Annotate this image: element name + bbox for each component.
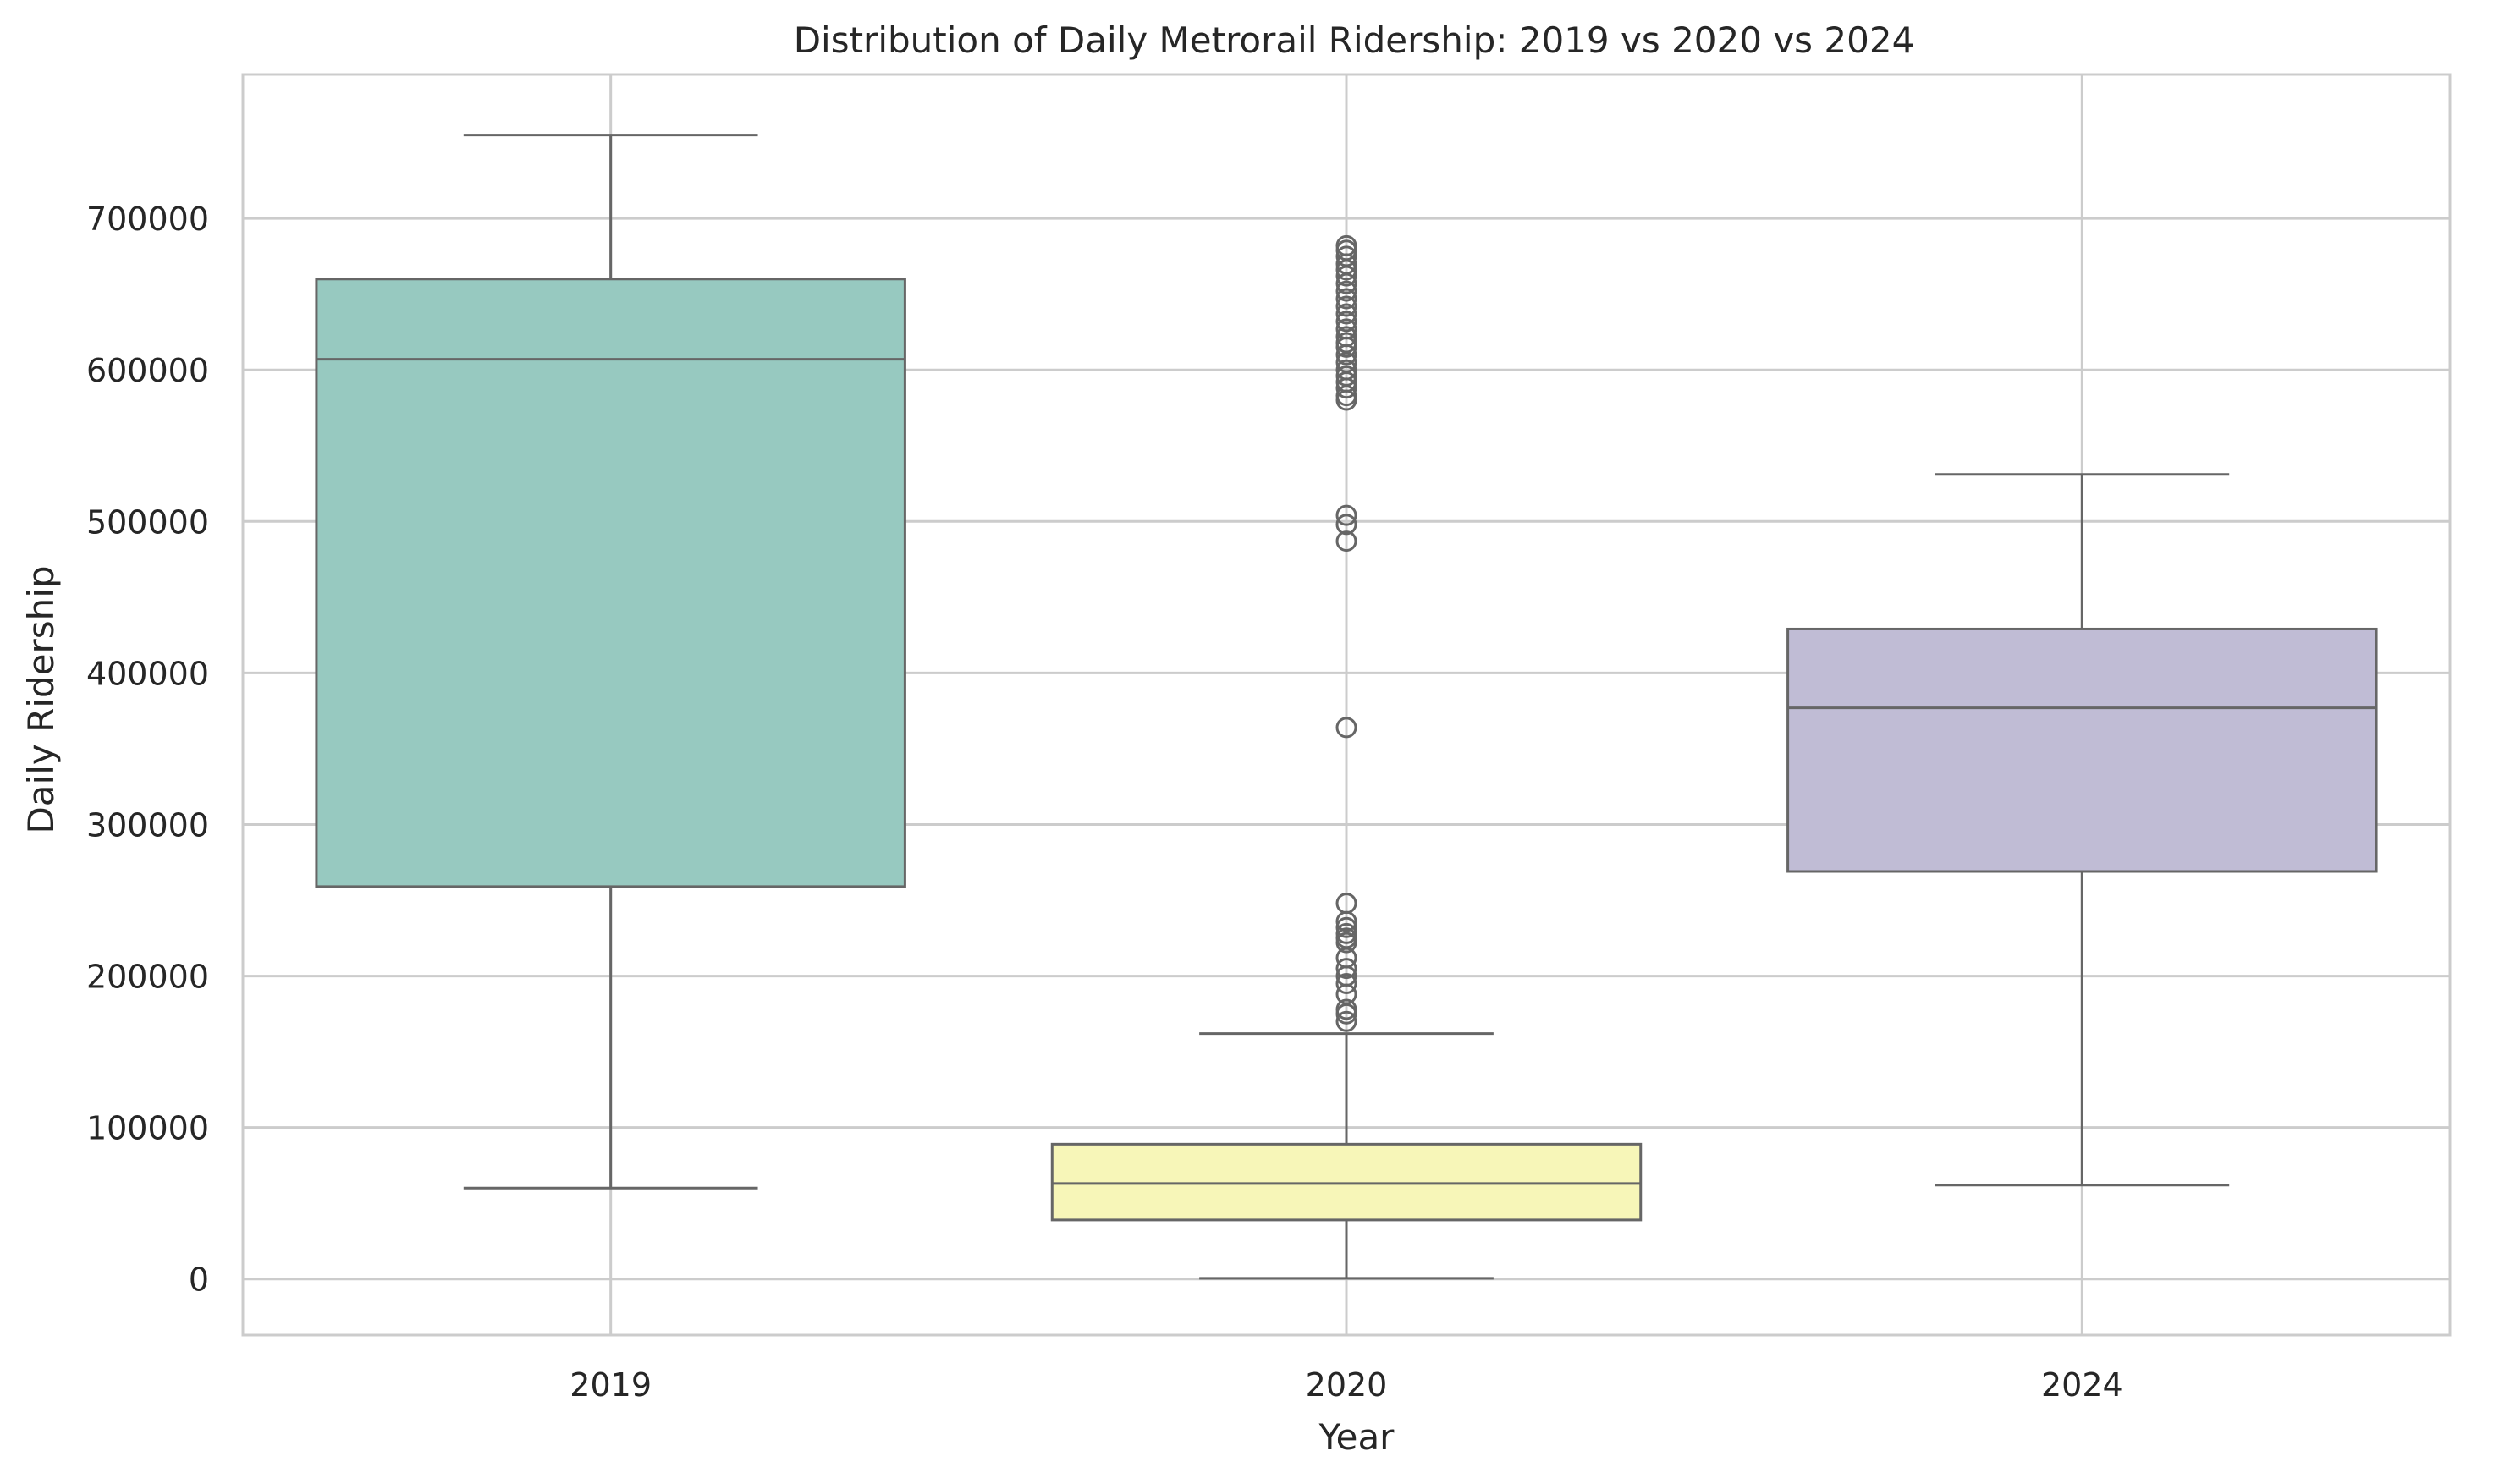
y-tick-label: 200000: [86, 959, 209, 996]
y-tick-label: 400000: [86, 655, 209, 692]
outlier-point: [1335, 922, 1357, 944]
x-tick-label: 2019: [570, 1366, 652, 1404]
outlier-point: [1335, 998, 1357, 1020]
outlier-point: [1335, 958, 1357, 980]
outlier-point: [1335, 916, 1357, 938]
outlier-point: [1335, 504, 1357, 526]
plot-frame: [241, 73, 2452, 1337]
outlier-point: [1335, 311, 1357, 333]
x-tick-label: 2024: [2041, 1366, 2123, 1404]
tick-layer: 0 100000 200000 300000 400000 500000 600000 700…: [86, 201, 2123, 1404]
box-2019: [315, 134, 906, 1190]
outlier-point: [1335, 234, 1357, 256]
x-tick-label: 2020: [1306, 1366, 1388, 1404]
iqr-box: [315, 278, 906, 888]
x-axis-label: Year: [1318, 1416, 1395, 1458]
outlier-point: [1335, 326, 1357, 348]
outlier-point: [1335, 245, 1357, 267]
y-tick-label: 0: [189, 1261, 209, 1299]
outlier-point: [1335, 514, 1357, 536]
y-tick-label: 500000: [86, 503, 209, 541]
y-axis-label: Daily Ridership: [20, 565, 62, 833]
outlier-point: [1335, 332, 1357, 354]
iqr-box: [1786, 627, 2378, 873]
box-2020: [1050, 234, 1643, 1280]
outlier-point: [1335, 973, 1357, 995]
y-tick-label: 300000: [86, 806, 209, 844]
y-tick-label: 600000: [86, 352, 209, 389]
outlier-point: [1335, 318, 1357, 340]
outlier-point: [1335, 893, 1357, 915]
outlier-point: [1335, 288, 1357, 310]
outlier-point: [1335, 280, 1357, 302]
iqr-box: [1050, 1142, 1643, 1222]
outlier-point: [1335, 303, 1357, 325]
chart-title: Distribution of Daily Metrorail Ridershi…: [794, 19, 1915, 61]
outlier-point: [1335, 365, 1357, 387]
y-tick-label: 100000: [86, 1110, 209, 1147]
box-2024: [1786, 473, 2378, 1187]
outlier-point: [1335, 530, 1357, 552]
y-tick-label: 700000: [86, 201, 209, 238]
outlier-point: [1335, 359, 1357, 381]
outlier-point: [1335, 1010, 1357, 1032]
outlier-point: [1335, 295, 1357, 317]
outlier-point: [1335, 717, 1357, 739]
box-layer: [315, 134, 2378, 1280]
